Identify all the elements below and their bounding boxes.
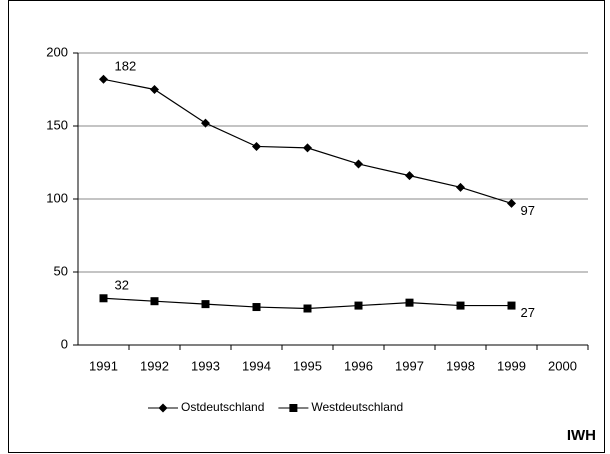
data-point [303,304,312,313]
y-tick-label: 50 [54,263,68,278]
data-point [303,143,312,153]
x-tick-label: 1993 [191,358,220,373]
x-tick-label: 2000 [548,358,577,373]
y-tick-label: 0 [61,336,68,351]
x-tick-label: 1991 [89,358,118,373]
value-label: 97 [521,203,535,218]
x-tick-label: 1995 [293,358,322,373]
series-line [103,78,512,204]
legend-label: Ostdeutschland [181,400,264,414]
y-tick-label: 150 [46,117,68,132]
data-point [252,141,261,151]
data-point [456,301,465,310]
data-point [507,198,516,208]
x-tick-label: 1999 [497,358,526,373]
y-tick-label: 200 [46,44,68,59]
data-point [405,298,414,307]
x-tick-label: 1998 [446,358,475,373]
data-point [99,74,108,84]
legend-label: Westdeutschland [311,400,403,414]
value-label: 182 [115,59,137,74]
value-label: 27 [521,305,535,320]
data-point [507,301,516,310]
data-point [99,294,108,303]
x-tick-label: 1996 [344,358,373,373]
data-point [456,182,465,192]
data-point [201,300,210,309]
data-point [354,159,363,169]
source-label: IWH [567,427,596,444]
y-tick-label: 100 [46,190,68,205]
x-tick-label: 1997 [395,358,424,373]
data-point [252,303,261,312]
data-point [354,301,363,310]
data-point [150,297,159,306]
data-point [405,171,414,181]
frame [8,0,605,453]
x-tick-label: 1992 [140,358,169,373]
data-point [201,118,210,128]
value-label: 32 [115,278,129,293]
legend-marker [289,404,298,412]
legend-marker [158,403,168,413]
x-tick-label: 1994 [242,358,271,373]
data-point [150,85,159,94]
